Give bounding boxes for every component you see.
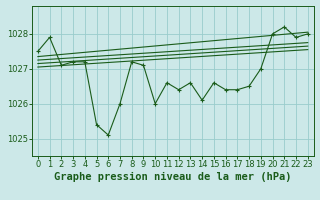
X-axis label: Graphe pression niveau de la mer (hPa): Graphe pression niveau de la mer (hPa) (54, 172, 292, 182)
